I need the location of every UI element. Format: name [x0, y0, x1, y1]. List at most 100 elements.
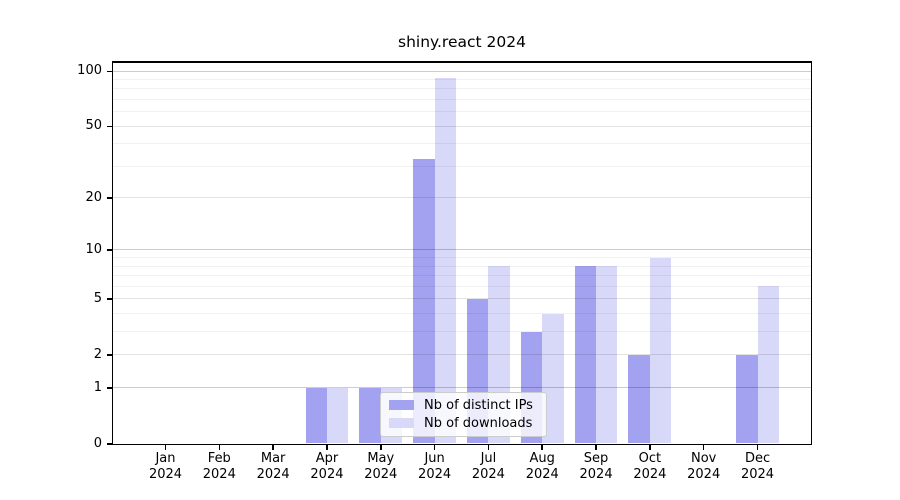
- x-label-month: Apr: [315, 451, 339, 466]
- x-axis-tick: [433, 445, 436, 450]
- gridline-minor: [113, 331, 811, 333]
- gridline-major: [113, 249, 811, 251]
- y-axis-tick-label: 100: [77, 63, 102, 78]
- legend-item-downloads: Nb of downloads: [389, 416, 538, 431]
- x-label-year: 2024: [418, 467, 452, 482]
- x-label-year: 2024: [740, 467, 775, 482]
- gridline-minor: [113, 265, 811, 267]
- bar-downloads: [757, 286, 779, 444]
- x-label-month: Oct: [638, 451, 662, 466]
- x-axis-tick: [380, 445, 382, 450]
- y-axis-tick-label: 5: [93, 290, 102, 306]
- x-label-year: 2024: [525, 467, 559, 482]
- x-label-year: 2024: [202, 467, 236, 482]
- gridline-minor: [113, 165, 811, 167]
- gridline-minor: [113, 285, 811, 287]
- x-label-year: 2024: [579, 467, 613, 482]
- gridline-minor: [113, 111, 811, 113]
- y-axis-tick: [106, 387, 112, 389]
- x-axis-tick: [649, 445, 651, 450]
- gridline-major: [113, 70, 811, 72]
- bar-distinct-ips: [359, 387, 381, 444]
- y-axis-tick: [106, 354, 112, 356]
- x-label-year: 2024: [687, 467, 721, 482]
- axis-spine-left: [111, 62, 113, 445]
- x-label-year: 2024: [256, 467, 290, 482]
- gridline-minor: [113, 275, 811, 277]
- axis-spine-right: [810, 62, 812, 445]
- x-axis-tick: [541, 445, 543, 450]
- gridline-major: [113, 298, 811, 300]
- x-label-month: Nov: [691, 451, 717, 466]
- y-axis-tick: [106, 298, 112, 300]
- y-axis-tick-label: 1: [93, 379, 102, 395]
- x-axis-tick-label: Jan 2024: [138, 451, 194, 483]
- legend: Nb of distinct IPs Nb of downloads: [380, 391, 547, 437]
- gridline-major: [113, 197, 811, 199]
- x-axis-tick: [702, 445, 705, 450]
- x-axis-tick-label: Jul 2024: [460, 451, 516, 483]
- x-axis-tick-label: Sep 2024: [568, 451, 624, 483]
- gridline-major: [113, 125, 811, 127]
- x-axis-tick: [272, 445, 274, 450]
- axis-spine-bottom: [111, 443, 812, 445]
- x-label-month: Aug: [529, 451, 555, 466]
- x-label-year: 2024: [364, 467, 398, 482]
- x-axis-tick-label: Dec 2024: [730, 451, 786, 483]
- bar-downloads: [649, 257, 672, 444]
- y-axis-tick: [106, 197, 112, 199]
- gridline-minor: [113, 88, 811, 90]
- bar-distinct-ips: [736, 354, 758, 444]
- y-axis-tick-label: 10: [85, 241, 102, 257]
- x-axis-tick: [218, 445, 221, 450]
- legend-label-downloads: Nb of downloads: [424, 415, 533, 431]
- chart-title: shiny.react 2024: [398, 33, 526, 51]
- x-label-month: Feb: [207, 451, 231, 466]
- gridline-major: [113, 387, 811, 389]
- x-label-month: Jun: [424, 451, 445, 466]
- x-axis-tick-label: Nov 2024: [676, 451, 732, 483]
- bar-downloads: [596, 266, 618, 444]
- bar-distinct-ips: [413, 158, 435, 444]
- gridline-minor: [113, 257, 811, 259]
- x-axis-tick-label: May 2024: [353, 451, 409, 483]
- axis-spine-top: [111, 61, 812, 63]
- bar-downloads: [434, 77, 456, 444]
- x-axis-tick-label: Feb 2024: [191, 451, 247, 483]
- y-axis-tick-label: 50: [85, 118, 102, 134]
- x-label-month: Jul: [480, 451, 497, 466]
- x-label-year: 2024: [148, 467, 183, 482]
- bar-distinct-ips: [305, 387, 327, 444]
- gridline-minor: [113, 313, 811, 315]
- x-label-month: Jan: [155, 451, 176, 466]
- y-axis-tick: [106, 443, 112, 445]
- legend-item-distinct-ips: Nb of distinct IPs: [389, 398, 538, 413]
- x-label-month: Sep: [583, 451, 609, 466]
- legend-swatch-distinct-ips: [389, 400, 414, 410]
- bar-distinct-ips: [574, 266, 597, 444]
- x-axis-tick-label: Oct 2024: [622, 451, 678, 483]
- bar-distinct-ips: [628, 354, 650, 444]
- y-axis-tick: [106, 70, 112, 72]
- gridline-major: [113, 354, 811, 356]
- gridline-minor: [113, 78, 811, 80]
- x-axis-tick: [164, 445, 167, 450]
- x-axis-tick-label: Jun 2024: [407, 451, 463, 483]
- x-label-year: 2024: [310, 467, 344, 482]
- y-axis-tick: [106, 125, 112, 128]
- y-axis-tick-label: 20: [85, 189, 102, 205]
- bar-downloads: [326, 387, 349, 444]
- gridline-minor: [113, 98, 811, 100]
- bar-downloads: [542, 313, 564, 444]
- y-axis-tick: [106, 249, 112, 251]
- x-label-month: May: [367, 451, 395, 466]
- x-label-year: 2024: [633, 467, 667, 482]
- x-label-month: Mar: [260, 451, 286, 466]
- gridline-minor: [113, 143, 811, 145]
- y-axis-tick-label: 2: [93, 346, 102, 362]
- x-axis-tick-label: Mar 2024: [245, 451, 301, 483]
- y-axis-tick-label: 0: [93, 435, 102, 451]
- x-axis-tick: [487, 445, 490, 450]
- legend-label-distinct-ips: Nb of distinct IPs: [424, 397, 533, 413]
